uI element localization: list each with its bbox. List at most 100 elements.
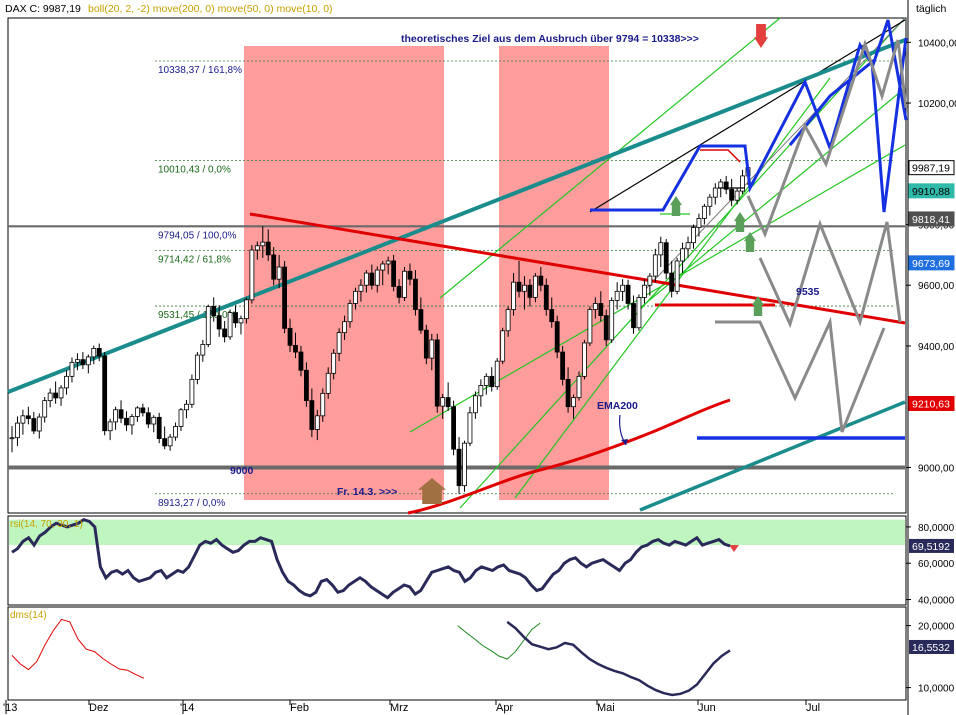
fib-level-label: 9794,05 / 100,0%	[158, 230, 237, 241]
candle-body	[271, 254, 277, 280]
candle-body	[42, 400, 48, 418]
dms-value-label: 16,5532	[912, 642, 950, 654]
trend-channel-line	[639, 87, 906, 309]
rsi-value-label: 69,5192	[912, 541, 950, 553]
candle-body	[113, 409, 118, 423]
candle-body	[554, 321, 560, 353]
candle-body	[669, 272, 675, 292]
candle-body	[603, 315, 609, 341]
candle-body	[325, 372, 331, 394]
candle-body	[625, 284, 631, 304]
indicator-labels: boll(20, 2, -2) move(200, 0) move(50, 0)…	[88, 3, 333, 15]
candle-body	[592, 303, 598, 310]
y-tick-label: 10200,00	[918, 99, 956, 110]
candle-body	[260, 241, 266, 247]
candle-body	[303, 369, 309, 402]
candle-body	[685, 242, 691, 250]
candle-body	[560, 351, 566, 380]
buy-signal-arrow-icon	[734, 212, 746, 232]
candle-body	[391, 260, 397, 287]
candle-body	[102, 355, 108, 432]
indicator-label: move(200, 0)	[153, 3, 218, 15]
candle-body	[151, 416, 157, 425]
rsi-frame	[7, 515, 907, 606]
candle-body	[58, 387, 64, 399]
rsi-line	[11, 517, 731, 600]
candle-body	[173, 426, 178, 438]
candle-body	[358, 284, 364, 292]
candle-body	[140, 407, 146, 414]
candle-body	[145, 412, 151, 425]
candle-body	[178, 409, 184, 427]
candle-body	[211, 306, 217, 317]
candle-body	[25, 415, 31, 419]
rsi-y-label: 40,0000	[918, 596, 955, 607]
candle-body	[69, 361, 75, 377]
candle-body	[244, 299, 249, 320]
candle-body	[707, 196, 713, 207]
candle-body	[402, 270, 407, 298]
candle-body	[565, 378, 571, 408]
candle-body	[647, 275, 653, 286]
rsi-y-label: 60,0000	[918, 559, 955, 570]
candle-body	[342, 321, 347, 334]
candle-body	[80, 359, 86, 366]
candle-body	[582, 342, 587, 377]
value-box-label: 9987,19	[912, 163, 950, 175]
x-tick-label: Mai	[597, 702, 615, 714]
candle-body	[124, 417, 129, 426]
candle-body	[276, 266, 282, 280]
candle-body	[658, 242, 664, 256]
candle-body	[718, 181, 724, 189]
sell-signal-arrow-icon	[754, 24, 768, 48]
x-axis: '13 Dez '14 Feb Mrz Apr Mai Jun Jul	[3, 0, 909, 715]
candle-body	[331, 352, 337, 374]
candle-body	[31, 418, 37, 432]
candle-body	[64, 375, 69, 389]
projection-grey-2	[758, 219, 902, 329]
indicator-label: boll(20, 2, -2)	[88, 3, 153, 15]
candle-body	[353, 290, 358, 304]
candle-body	[47, 392, 53, 402]
candle-body	[423, 329, 429, 359]
candle-body	[740, 175, 745, 192]
rsi-label: rsi(14, 70, 30, 1)	[10, 519, 83, 530]
dms-value-box	[909, 639, 954, 654]
x-tick-label: '14	[180, 702, 194, 714]
dms-y-label: 20,0000	[918, 622, 955, 633]
candle-body	[194, 354, 200, 380]
y-tick-label: 10400,00	[918, 38, 956, 49]
x-tick-label: Jul	[806, 702, 820, 714]
x-tick-label: Mrz	[390, 702, 408, 714]
teal-trend-line-lower	[639, 400, 906, 512]
candle-body	[473, 395, 478, 414]
candle-body	[543, 284, 549, 310]
candle-body	[293, 344, 298, 353]
fib-level-label: 10338,37 / 161,8%	[158, 65, 242, 76]
candle-body	[107, 421, 113, 432]
fib-level-label: 9531,45 / 100,0%	[158, 310, 237, 321]
candle-body	[587, 309, 593, 344]
x-tick-label: Dez	[89, 702, 109, 714]
annotation-level-9000: 9000	[230, 465, 254, 477]
value-box	[908, 183, 955, 199]
candle-body	[723, 181, 729, 190]
candle-body	[282, 266, 287, 329]
candle-body	[511, 281, 516, 310]
candle-body	[320, 392, 326, 417]
candle-body	[462, 442, 467, 487]
candle-body	[205, 306, 211, 345]
candle-body	[407, 270, 413, 280]
candle-body	[636, 296, 642, 329]
candle-body	[36, 416, 42, 432]
candle-body	[413, 278, 418, 310]
annotation-level-9535: 9535	[796, 286, 820, 298]
value-box	[908, 395, 955, 411]
candle-body	[15, 422, 20, 439]
x-tick-label: Jun	[698, 702, 716, 714]
black-trend-line	[589, 19, 906, 213]
candle-body	[674, 260, 680, 292]
candle-body	[254, 245, 260, 251]
candle-body	[222, 328, 228, 338]
